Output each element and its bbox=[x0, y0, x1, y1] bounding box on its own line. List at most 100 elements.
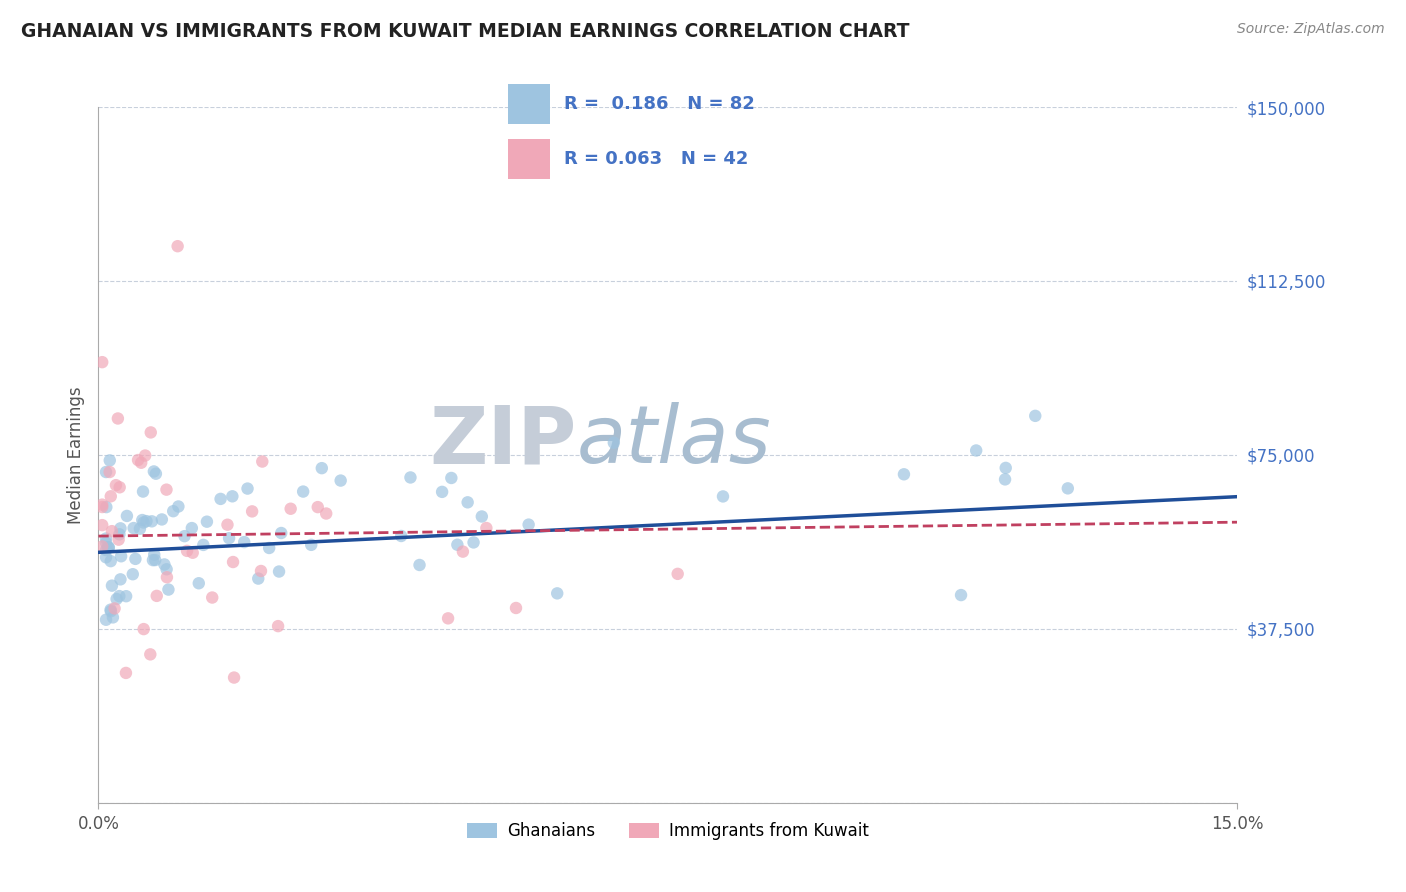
Point bbox=[252, 454, 274, 468]
Point bbox=[247, 572, 270, 586]
Point bbox=[156, 570, 179, 584]
Point bbox=[139, 425, 162, 440]
Point bbox=[107, 411, 129, 425]
Point bbox=[463, 535, 485, 549]
Point bbox=[201, 591, 224, 605]
Point bbox=[236, 482, 259, 496]
FancyBboxPatch shape bbox=[508, 84, 550, 124]
Point bbox=[292, 484, 315, 499]
FancyBboxPatch shape bbox=[508, 139, 550, 178]
Point bbox=[143, 553, 166, 567]
Point bbox=[101, 610, 124, 624]
Point bbox=[457, 495, 479, 509]
Point bbox=[145, 467, 167, 481]
Point bbox=[105, 592, 128, 607]
Point bbox=[91, 518, 114, 533]
Point bbox=[267, 565, 290, 579]
Point bbox=[307, 500, 329, 515]
Point bbox=[173, 529, 195, 543]
Point bbox=[115, 665, 138, 680]
Point bbox=[115, 589, 138, 603]
Point bbox=[440, 471, 463, 485]
Point bbox=[129, 456, 152, 470]
Point bbox=[221, 489, 243, 503]
Point bbox=[108, 527, 131, 541]
Point bbox=[218, 531, 240, 545]
Point bbox=[666, 566, 689, 581]
Point bbox=[145, 589, 167, 603]
Point bbox=[103, 601, 125, 615]
Point bbox=[150, 512, 173, 526]
Point bbox=[950, 588, 973, 602]
Point bbox=[94, 543, 117, 558]
Point bbox=[94, 550, 117, 565]
Point bbox=[101, 579, 124, 593]
Point bbox=[167, 500, 190, 514]
Point bbox=[408, 558, 430, 572]
Point bbox=[142, 553, 165, 567]
Point bbox=[108, 480, 131, 494]
Point bbox=[91, 498, 114, 512]
Point bbox=[965, 443, 987, 458]
Point bbox=[110, 572, 132, 586]
Point bbox=[135, 514, 157, 528]
Point bbox=[166, 239, 188, 253]
Point bbox=[142, 465, 165, 479]
Point bbox=[240, 504, 263, 518]
Point bbox=[315, 507, 337, 521]
Point bbox=[994, 461, 1017, 475]
Point bbox=[104, 478, 127, 492]
Point bbox=[162, 504, 184, 518]
Point bbox=[124, 552, 146, 566]
Point bbox=[94, 532, 117, 546]
Point bbox=[132, 622, 155, 636]
Point bbox=[134, 449, 156, 463]
Point bbox=[471, 509, 494, 524]
Point bbox=[329, 474, 352, 488]
Point bbox=[994, 472, 1017, 486]
Point bbox=[110, 521, 132, 535]
Point bbox=[180, 521, 202, 535]
Point bbox=[446, 538, 468, 552]
Point bbox=[1056, 481, 1078, 495]
Point bbox=[270, 526, 292, 541]
Point bbox=[108, 589, 131, 603]
Point bbox=[195, 515, 218, 529]
Point bbox=[100, 604, 122, 618]
Point bbox=[96, 541, 118, 555]
Point bbox=[1024, 409, 1046, 423]
Point bbox=[97, 541, 120, 555]
Point bbox=[517, 517, 540, 532]
Point bbox=[153, 558, 176, 572]
Text: atlas: atlas bbox=[576, 402, 772, 480]
Point bbox=[122, 521, 145, 535]
Point bbox=[127, 453, 149, 467]
Point bbox=[101, 524, 124, 538]
Point bbox=[98, 465, 121, 479]
Point bbox=[193, 538, 215, 552]
Point bbox=[222, 671, 245, 685]
Point bbox=[546, 586, 568, 600]
Point bbox=[430, 484, 453, 499]
Point bbox=[181, 546, 204, 560]
Point bbox=[157, 582, 180, 597]
Point bbox=[280, 501, 302, 516]
Point bbox=[96, 500, 118, 514]
Point bbox=[893, 467, 915, 482]
Point bbox=[257, 541, 280, 555]
Point bbox=[156, 562, 179, 576]
Point bbox=[107, 533, 129, 547]
Point bbox=[711, 490, 734, 504]
Point bbox=[299, 538, 322, 552]
Point bbox=[176, 544, 198, 558]
Legend: Ghanaians, Immigrants from Kuwait: Ghanaians, Immigrants from Kuwait bbox=[461, 815, 875, 847]
Point bbox=[141, 514, 163, 528]
Point bbox=[115, 508, 138, 523]
Point bbox=[311, 461, 333, 475]
Point bbox=[98, 453, 121, 467]
Point bbox=[132, 516, 155, 530]
Point bbox=[222, 555, 245, 569]
Point bbox=[233, 535, 256, 549]
Point bbox=[94, 465, 117, 479]
Point bbox=[155, 483, 177, 497]
